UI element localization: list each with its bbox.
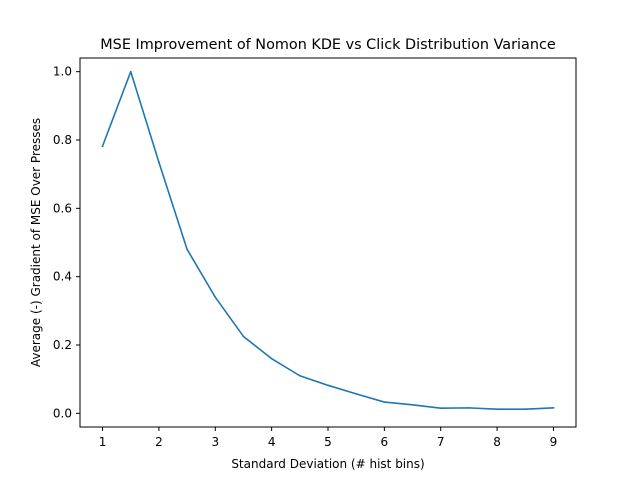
x-tick-label: 9 [550,435,558,449]
data-point [129,70,132,73]
x-tick-label: 2 [155,435,163,449]
data-point [101,145,104,147]
data-point [242,335,245,338]
data-point [355,393,357,395]
chart-title: MSE Improvement of Nomon KDE vs Click Di… [100,37,556,53]
x-tick-label: 4 [268,435,276,449]
y-tick-label: 0.2 [53,338,72,352]
x-axis-label: Standard Deviation (# hist bins) [231,457,424,471]
data-point [186,248,188,251]
plot-area [101,70,555,411]
data-point [552,407,555,409]
x-tick-label: 1 [99,435,107,449]
data-point [496,408,498,411]
y-axis-label: Average (-) Gradient of MSE Over Presses [29,118,43,367]
x-tick-label: 7 [437,435,445,449]
y-axis: 0.0 0.2 0.4 0.6 0.8 1.0 [53,65,80,420]
y-tick-label: 0.8 [53,133,72,147]
data-point [439,407,442,410]
x-tick-label: 5 [324,435,332,449]
x-tick-label: 6 [381,435,389,449]
data-point [158,161,160,164]
x-axis: 1 2 3 4 5 6 7 8 9 [99,427,558,449]
x-tick-label: 8 [493,435,501,449]
data-point [299,374,301,377]
data-point [468,407,470,409]
data-point [383,401,386,403]
x-tick-label: 3 [211,435,219,449]
data-point [270,357,273,360]
series-line [101,70,555,411]
data-point [327,384,329,387]
y-tick-label: 0.0 [53,406,72,420]
data-point [214,296,217,298]
axes-frame [79,57,577,428]
y-tick-label: 0.4 [53,270,72,284]
y-tick-label: 1.0 [53,65,72,79]
data-point [411,403,414,406]
data-point [524,408,527,411]
y-tick-label: 0.6 [53,201,72,215]
